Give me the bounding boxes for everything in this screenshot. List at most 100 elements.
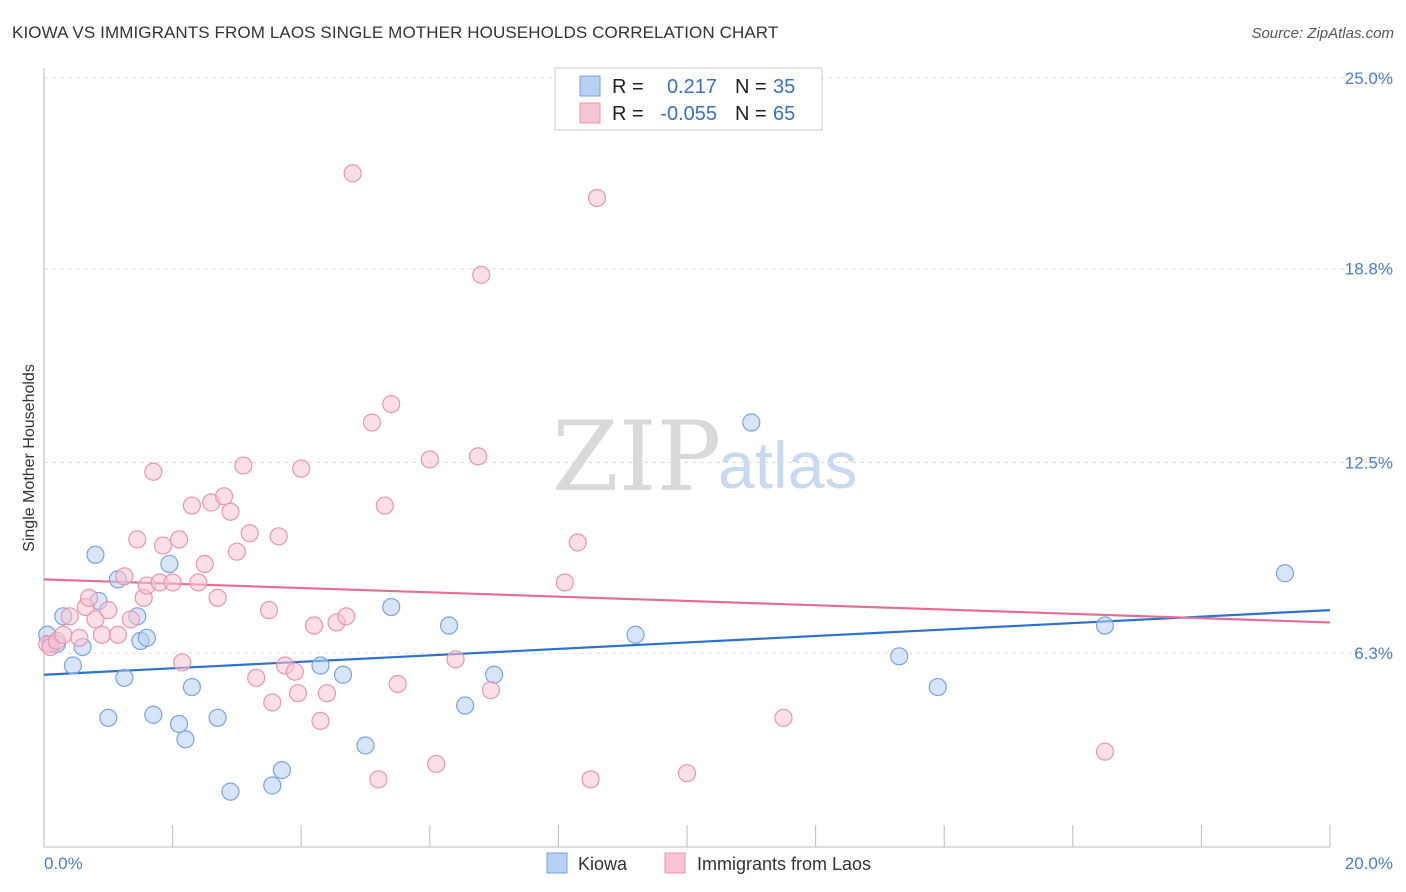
- point-laos: [214, 487, 234, 506]
- axes: [43, 68, 1331, 848]
- point-kiowa: [1095, 616, 1115, 635]
- legend-swatch-laos: [579, 102, 601, 124]
- y-tick-label: 12.5%: [1345, 454, 1393, 473]
- point-kiowa: [182, 677, 201, 697]
- point-laos: [240, 524, 259, 543]
- legend-r-label-laos: R =: [612, 103, 644, 125]
- watermark-atlas: atlas: [718, 428, 857, 502]
- grid-lines: [44, 77, 1393, 654]
- bottom-legend-label-kiowa: Kiowa: [578, 854, 628, 874]
- x-tick-label-min: 0.0%: [44, 854, 83, 873]
- point-kiowa: [176, 730, 195, 749]
- legend-r-value-laos: -0.055: [660, 103, 717, 125]
- trend-line-laos: [43, 578, 1331, 624]
- point-kiowa: [169, 714, 189, 734]
- point-laos: [420, 450, 439, 469]
- bottom-legend-swatch-laos: [664, 852, 686, 874]
- point-laos: [115, 567, 134, 586]
- point-laos: [163, 573, 182, 592]
- point-kiowa: [1275, 564, 1295, 583]
- point-laos: [468, 447, 488, 466]
- point-laos: [581, 770, 600, 789]
- point-laos: [54, 625, 73, 644]
- point-laos: [128, 530, 147, 549]
- correlation-legend: R = 0.217 N = 35 R = -0.055 N = 65: [554, 67, 823, 131]
- point-laos: [92, 625, 111, 644]
- point-laos: [555, 573, 574, 592]
- point-kiowa: [356, 736, 375, 755]
- point-kiowa: [272, 760, 292, 780]
- point-laos: [247, 668, 266, 687]
- point-kiowa: [626, 625, 645, 644]
- point-kiowa: [382, 597, 401, 617]
- legend-swatch-kiowa: [579, 75, 601, 97]
- point-laos: [86, 610, 105, 629]
- point-laos: [144, 462, 163, 481]
- legend-n-label-laos: N =: [735, 103, 767, 125]
- point-kiowa: [208, 708, 227, 727]
- point-laos: [153, 536, 173, 555]
- watermark-zip: ZIP: [552, 401, 721, 513]
- y-axis-label: Single Mother Households: [21, 364, 38, 552]
- point-laos: [292, 459, 311, 478]
- point-laos: [472, 265, 491, 284]
- point-laos: [227, 542, 246, 561]
- legend-n-value-laos: 65: [773, 103, 795, 125]
- point-laos: [259, 601, 279, 620]
- y-tick-labels: 6.3% 12.5% 18.8% 25.0%: [1345, 69, 1393, 663]
- data-points: [38, 164, 1295, 801]
- point-laos: [269, 527, 288, 546]
- point-laos: [382, 394, 401, 414]
- point-laos: [317, 684, 337, 703]
- point-laos: [263, 693, 282, 712]
- point-laos: [169, 530, 189, 549]
- point-laos: [587, 188, 607, 208]
- point-laos: [121, 610, 140, 629]
- point-laos: [774, 708, 793, 727]
- point-kiowa: [63, 656, 83, 675]
- point-laos: [221, 502, 240, 521]
- point-laos: [173, 653, 192, 672]
- point-kiowa: [115, 668, 134, 687]
- point-laos: [182, 496, 201, 515]
- point-laos: [108, 625, 128, 644]
- point-kiowa: [99, 708, 118, 727]
- bottom-legend-swatch-kiowa: [546, 852, 568, 874]
- point-kiowa: [928, 677, 947, 697]
- point-kiowa: [311, 656, 330, 675]
- point-laos: [1095, 742, 1115, 761]
- point-laos: [677, 764, 697, 783]
- point-laos: [481, 681, 500, 700]
- x-tick-label-max: 20.0%: [1345, 854, 1393, 873]
- point-laos: [446, 650, 465, 669]
- point-laos: [195, 554, 214, 574]
- source-label: Source: ZipAtlas.com: [1251, 25, 1394, 42]
- point-laos: [208, 588, 227, 607]
- point-kiowa: [333, 665, 353, 684]
- point-laos: [99, 601, 118, 620]
- point-kiowa: [137, 628, 156, 647]
- legend-r-value-kiowa: 0.217: [667, 76, 717, 98]
- point-laos: [388, 674, 407, 694]
- y-tick-label: 25.0%: [1345, 69, 1393, 88]
- point-laos: [568, 533, 587, 552]
- point-laos: [337, 607, 356, 626]
- legend-r-label-kiowa: R =: [612, 76, 644, 98]
- point-laos: [343, 164, 362, 183]
- point-laos: [427, 754, 446, 774]
- point-laos: [311, 711, 330, 730]
- point-laos: [304, 616, 324, 635]
- point-kiowa: [221, 782, 240, 801]
- bottom-legend-label-laos: Immigrants from Laos: [697, 854, 871, 874]
- point-kiowa: [890, 647, 909, 666]
- point-kiowa: [439, 616, 459, 635]
- y-tick-label: 18.8%: [1345, 260, 1393, 279]
- point-laos: [285, 662, 304, 681]
- legend-n-label-kiowa: N =: [735, 76, 767, 98]
- point-laos: [70, 628, 89, 647]
- y-tick-label: 6.3%: [1354, 644, 1393, 663]
- point-laos: [362, 413, 382, 432]
- point-kiowa: [160, 554, 179, 574]
- point-kiowa: [456, 696, 475, 715]
